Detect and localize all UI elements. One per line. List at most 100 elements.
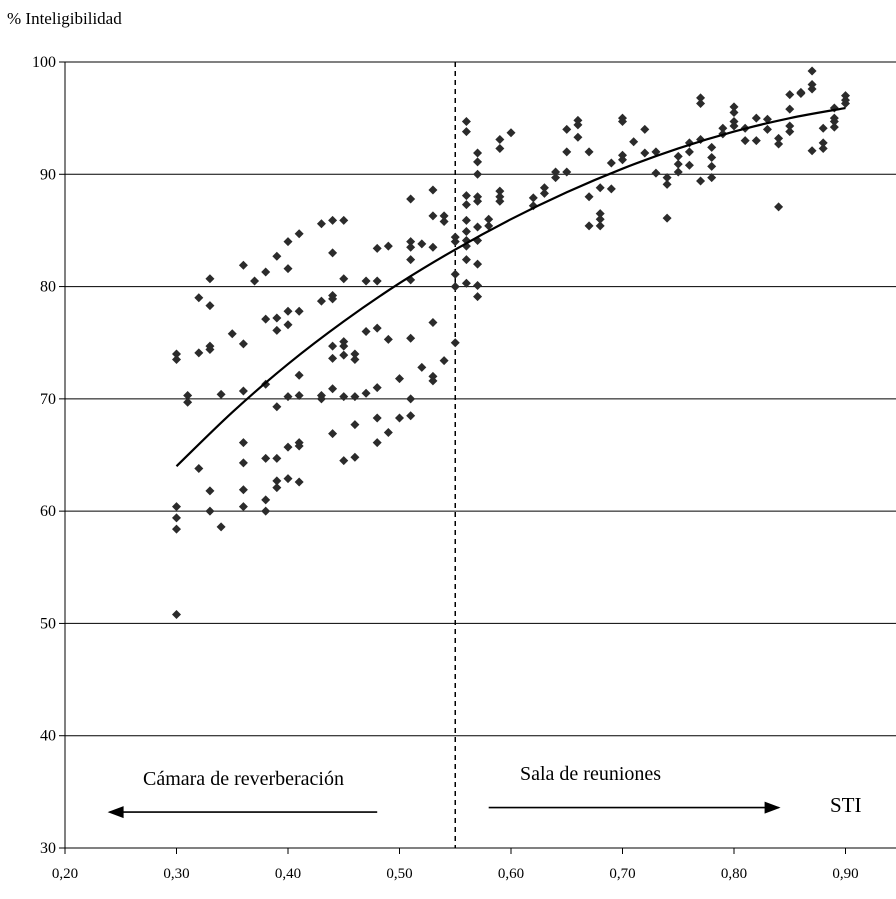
data-point [406,194,416,204]
data-point [372,276,382,286]
data-point [406,237,416,247]
data-point [696,176,706,186]
data-point [372,438,382,448]
data-point [372,243,382,253]
data-point [584,147,594,157]
data-point [807,66,817,76]
data-point [473,169,483,179]
data-point [818,143,828,153]
data-point [484,221,494,231]
data-point [205,301,215,311]
data-point [629,137,639,147]
data-point [684,160,694,170]
data-point [238,485,248,495]
data-point [539,188,549,198]
data-point [473,157,483,167]
xtick-label: 0,80 [721,866,747,882]
data-point [261,314,271,324]
data-point [684,147,694,157]
data-point [350,349,360,359]
data-point [807,84,817,94]
data-point [372,383,382,393]
data-point [673,151,683,161]
data-point [562,124,572,134]
data-point [707,173,717,183]
data-point [205,344,215,354]
data-point [751,136,761,146]
data-point [584,192,594,202]
data-point [506,128,516,138]
data-point [227,329,237,339]
xtick-label: 0,50 [386,866,412,882]
data-point [818,138,828,148]
data-point [194,348,204,358]
scatter-points [172,66,850,619]
data-point [774,139,784,149]
data-point [283,320,293,330]
data-point [740,136,750,146]
data-point [461,200,471,210]
data-point [473,148,483,158]
data-point [383,241,393,251]
data-point [562,167,572,177]
data-point [551,167,561,177]
data-point [428,185,438,195]
arrow-right-head [764,801,781,814]
trend-line [175,106,846,468]
data-point [406,394,416,404]
data-point [328,215,338,225]
annotation-left: Cámara de reverberación [143,768,344,790]
data-point [729,121,739,131]
data-point [383,334,393,344]
xtick-label: 0,70 [609,866,635,882]
arrow-left-head [107,806,124,819]
data-point [428,242,438,252]
data-point [361,326,371,336]
data-point [595,214,605,224]
data-point [651,168,661,178]
data-point [172,609,181,619]
data-point [294,370,304,380]
data-point [339,456,349,466]
annotation-right: Sala de reuniones [520,763,661,785]
data-point [294,229,304,239]
data-point [707,161,717,171]
data-point [595,209,605,219]
data-point [439,211,449,221]
axes [59,61,896,854]
data-point [250,276,260,286]
data-point [350,452,360,462]
data-point [428,211,438,221]
data-point [495,134,505,144]
data-point [216,389,226,399]
data-point [707,152,717,162]
data-point [774,133,784,143]
data-point [450,269,460,279]
data-point [395,374,404,384]
data-point [350,355,360,365]
data-point [316,296,326,306]
data-point [328,429,338,439]
data-point [450,282,460,292]
data-point [272,483,282,493]
ytick-label: 50 [40,615,56,632]
data-point [473,280,483,290]
data-point [829,122,839,132]
data-point [729,102,739,112]
data-point [751,113,761,123]
data-point [294,477,304,487]
data-point [172,349,181,359]
data-point [785,104,795,114]
data-point [272,453,282,463]
data-point [328,353,338,363]
data-point [339,341,349,351]
data-point [328,248,338,258]
ytick-label: 30 [40,840,56,857]
data-point [238,438,248,448]
data-point [316,219,326,229]
data-point [283,392,293,402]
data-point [395,413,404,423]
annotations: % Inteligibilidad STI Cámara de reverber… [7,9,862,819]
tick-labels: 30 40 50 60 70 80 90 100 0,20 0,30 0,40 0,50 0,60 0,7… [32,54,859,882]
data-point [238,458,248,468]
